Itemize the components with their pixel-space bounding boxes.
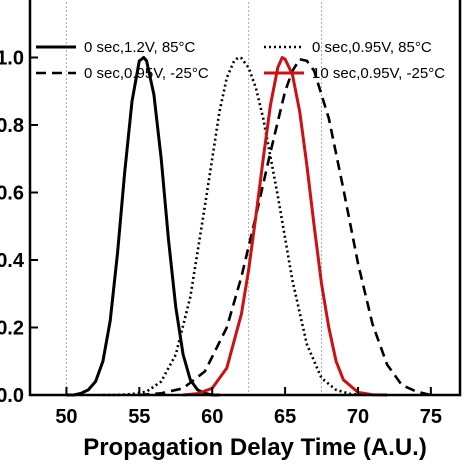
- y-tick-label: 1.2: [0, 0, 24, 2]
- y-tick-label: 0.6: [0, 183, 24, 205]
- x-tick-label: 70: [347, 406, 369, 428]
- series-line-4: [182, 56, 388, 397]
- series-group: [66, 56, 432, 397]
- x-tick-label: 50: [55, 406, 77, 428]
- x-tick-label: 65: [274, 406, 296, 428]
- series-line-1: [66, 56, 220, 397]
- legend-label: 0 sec,0.95V, 85°C: [312, 39, 432, 56]
- y-tick-label: 0.2: [0, 318, 24, 340]
- y-tick-label: 0.4: [0, 250, 25, 272]
- legend-label: 10 sec,0.95V, -25°C: [312, 65, 445, 82]
- y-tick-label: 0.0: [0, 385, 24, 407]
- grid-lines: [65, 0, 323, 395]
- legend-label: 0 sec,0.95V, -25°C: [84, 65, 209, 82]
- x-axis-title: Propagation Delay Time (A.U.): [83, 434, 427, 461]
- series-line-2: [102, 56, 366, 397]
- x-tick-label: 75: [420, 406, 442, 428]
- legend: 0 sec,1.2V, 85°C 0 sec,0.95V, 85°C 0 sec,0…: [36, 39, 445, 82]
- x-tick-label: 55: [128, 406, 150, 428]
- x-tick-label: 60: [201, 406, 223, 428]
- legend-label: 0 sec,1.2V, 85°C: [84, 39, 196, 56]
- axis-ticks: 50 55 60 65 70 75 0.0 0.2 0.4 0.6 0.8 1.0 1.2: [0, 0, 442, 428]
- plot-frame: [28, 0, 462, 397]
- y-tick-label: 0.8: [0, 115, 24, 137]
- series-line-3: [139, 57, 432, 397]
- y-tick-label: 1.0: [0, 48, 24, 70]
- plot-area: 50 55 60 65 70 75 0.0 0.2 0.4 0.6 0.8 1.0 1.2: [0, 0, 462, 428]
